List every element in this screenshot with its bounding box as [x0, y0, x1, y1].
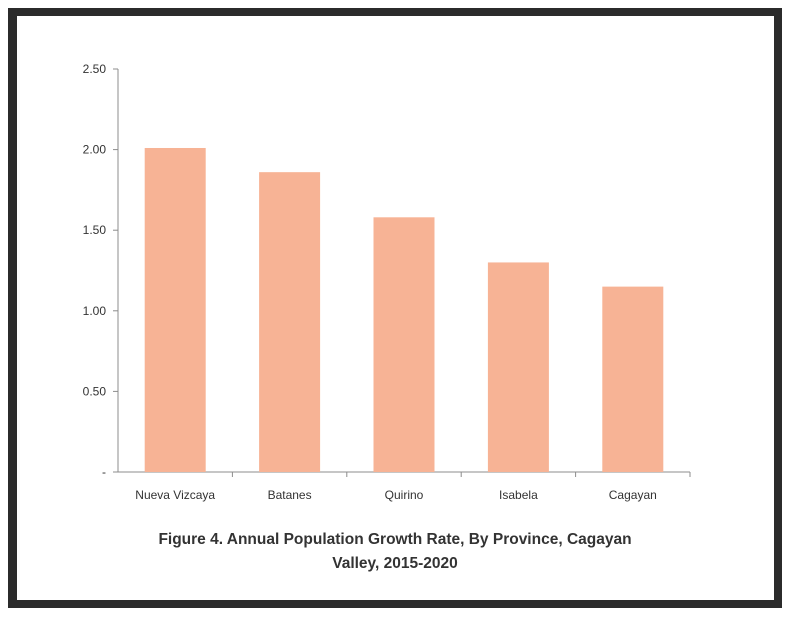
y-tick-label: 2.50	[83, 62, 107, 76]
bar	[487, 262, 549, 472]
x-category-label: Isabela	[499, 488, 538, 502]
x-axis	[118, 471, 691, 477]
caption-line-1: Figure 4. Annual Population Growth Rate,…	[158, 531, 632, 548]
bar	[144, 147, 206, 472]
y-tick-label: 0.50	[83, 384, 107, 398]
x-category-label: Nueva Vizcaya	[135, 488, 215, 502]
y-tick-label: 1.00	[83, 304, 107, 318]
y-axis	[113, 68, 119, 473]
y-tick-label: 2.00	[83, 143, 107, 157]
y-tick-labels: - 0.50 1.00 1.50 2.00 2.50	[83, 62, 107, 479]
y-tick-label: -	[102, 465, 106, 479]
caption-line-2: Valley, 2015-2020	[332, 555, 458, 572]
figure-caption: Figure 4. Annual Population Growth Rate,…	[0, 528, 790, 576]
bar	[602, 286, 664, 472]
x-category-label: Quirino	[385, 488, 424, 502]
bar	[259, 172, 321, 472]
x-category-labels: Nueva Vizcaya Batanes Quirino Isabela Cagaya…	[135, 488, 657, 502]
bars-group	[144, 147, 664, 472]
bar	[373, 217, 435, 472]
x-category-label: Batanes	[268, 488, 312, 502]
x-category-label: Cagayan	[609, 488, 657, 502]
y-tick-label: 1.50	[83, 223, 107, 237]
